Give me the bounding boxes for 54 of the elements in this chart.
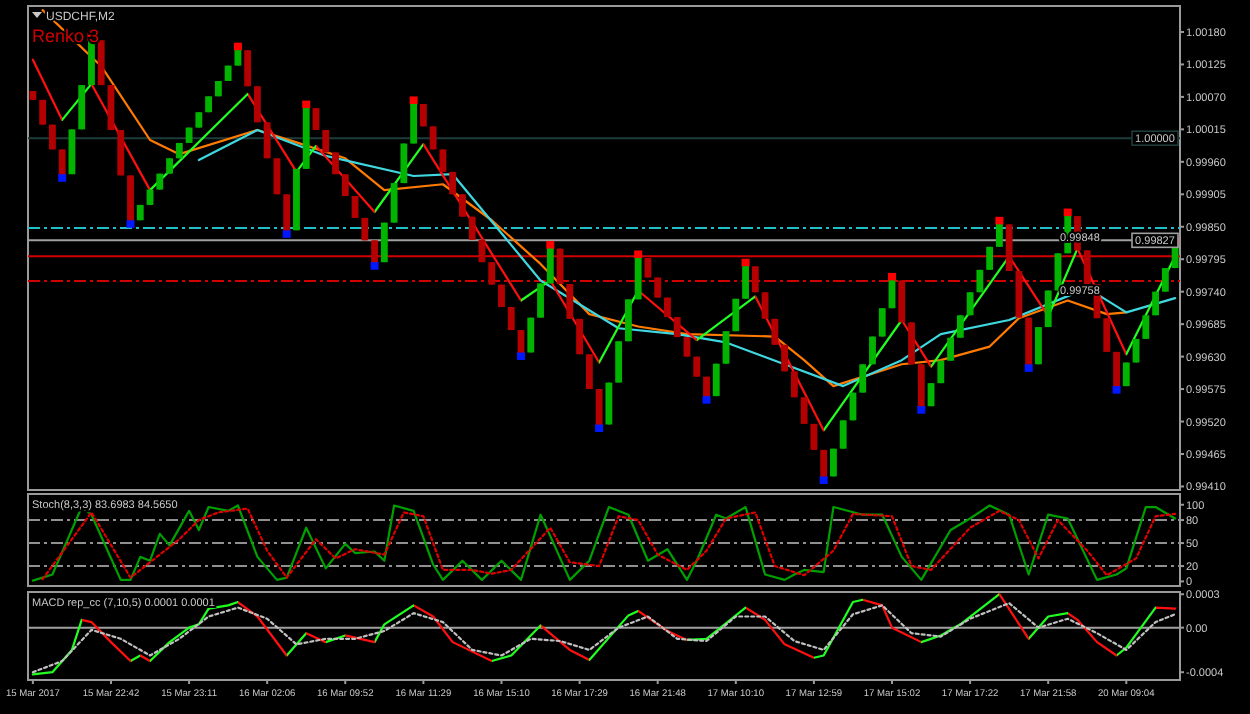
candlestick	[488, 261, 496, 286]
candlestick	[908, 321, 915, 366]
point	[917, 405, 926, 414]
candlestick	[1005, 223, 1013, 273]
point	[282, 229, 291, 238]
candlestick	[537, 282, 544, 319]
candlestick	[254, 85, 261, 124]
point	[819, 475, 828, 484]
candlestick	[615, 340, 623, 384]
candlestick	[839, 419, 847, 450]
candlestick	[585, 353, 593, 391]
point	[702, 395, 711, 404]
candlestick	[956, 314, 964, 339]
candlestick	[790, 370, 798, 399]
line-series	[197, 128, 1177, 388]
candlestick	[1015, 270, 1023, 319]
candlestick	[1083, 249, 1091, 285]
point	[58, 173, 67, 182]
point	[1024, 363, 1033, 372]
candlestick	[1035, 326, 1042, 366]
candlestick	[39, 98, 47, 126]
candlestick	[566, 283, 574, 320]
candlestick	[1044, 289, 1052, 329]
point	[595, 424, 604, 433]
point	[126, 219, 135, 228]
candlestick	[263, 121, 271, 160]
candlestick	[771, 317, 779, 346]
point	[1112, 385, 1121, 394]
candlestick	[1103, 317, 1111, 353]
line-series	[31, 58, 1177, 432]
candlestick	[1161, 267, 1169, 293]
candlestick	[624, 298, 632, 343]
candlestick	[390, 182, 398, 224]
candlestick	[439, 148, 447, 173]
point	[409, 96, 418, 105]
point	[370, 261, 379, 270]
point	[517, 352, 526, 361]
candlestick	[898, 279, 906, 324]
candlestick	[878, 307, 886, 338]
candlestick	[97, 39, 105, 87]
candlestick	[459, 193, 466, 218]
candlestick	[644, 257, 652, 279]
candlestick	[78, 84, 86, 131]
point	[546, 241, 555, 250]
candlestick	[244, 49, 252, 88]
candlestick	[751, 265, 759, 294]
point	[888, 272, 896, 281]
candlestick	[859, 363, 867, 394]
candlestick	[683, 336, 691, 358]
candlestick	[810, 422, 818, 451]
candlestick	[761, 291, 769, 320]
candlestick	[1142, 314, 1150, 340]
point	[634, 250, 643, 259]
candlestick	[800, 396, 808, 425]
